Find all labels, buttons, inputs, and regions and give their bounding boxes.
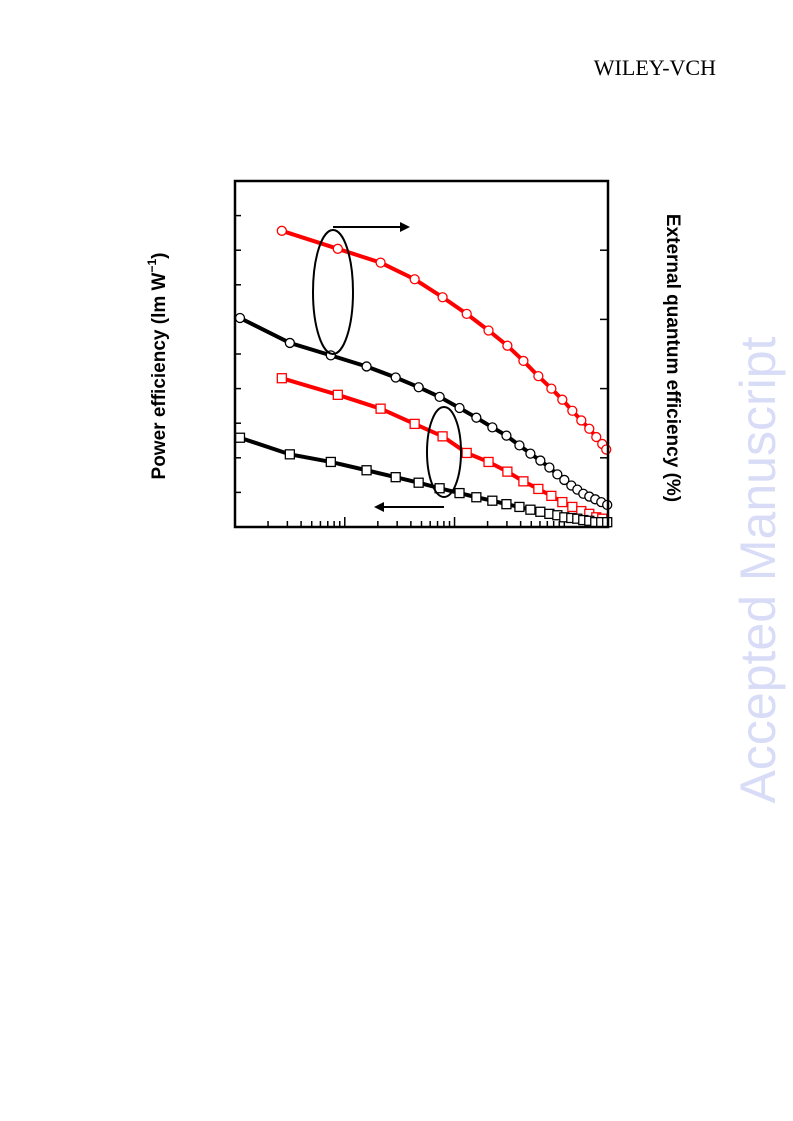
marker xyxy=(284,337,296,349)
marker xyxy=(567,405,578,416)
marker xyxy=(501,499,512,510)
marker xyxy=(518,355,529,367)
marker xyxy=(361,465,372,476)
marker xyxy=(413,382,424,393)
marker xyxy=(284,449,296,460)
marker xyxy=(525,448,536,459)
ellipse xyxy=(426,406,462,498)
marker xyxy=(535,455,546,466)
marker xyxy=(461,447,472,459)
marker xyxy=(576,415,587,426)
marker xyxy=(437,431,448,442)
plot xyxy=(234,214,613,528)
marker xyxy=(533,483,544,495)
marker xyxy=(559,474,570,486)
y-label-text: Power efficiency (lm W xyxy=(149,272,170,479)
marker xyxy=(546,383,557,394)
marker xyxy=(483,456,494,468)
ellipse xyxy=(312,229,354,355)
marker xyxy=(454,487,465,499)
marker xyxy=(276,225,287,236)
marker xyxy=(471,412,482,423)
marker xyxy=(409,418,420,430)
marker xyxy=(332,243,343,254)
marker xyxy=(325,456,336,468)
marker xyxy=(487,495,498,506)
marker xyxy=(557,394,568,405)
marker xyxy=(514,501,525,513)
marker xyxy=(533,370,544,382)
marker xyxy=(601,444,612,455)
marker xyxy=(518,476,529,487)
y-label-sup: −1 xyxy=(145,259,159,273)
marker xyxy=(461,308,472,320)
series-line xyxy=(281,228,608,451)
marker xyxy=(502,466,513,477)
marker xyxy=(437,292,448,303)
marker xyxy=(552,469,563,480)
marker xyxy=(434,483,445,494)
marker xyxy=(434,391,445,403)
marker xyxy=(557,496,568,508)
y2-axis-label: External quantum efficiency (%) xyxy=(662,214,683,502)
watermark: Accepted Manuscript xyxy=(730,336,786,803)
marker xyxy=(471,492,482,503)
marker xyxy=(535,506,546,517)
marker xyxy=(234,312,246,324)
plot-frame xyxy=(233,179,610,529)
marker xyxy=(390,472,401,483)
marker xyxy=(584,423,595,434)
marker xyxy=(544,462,555,473)
marker xyxy=(375,403,386,414)
marker xyxy=(591,431,602,443)
annotations xyxy=(312,222,462,512)
marker xyxy=(567,501,578,513)
marker xyxy=(375,257,386,268)
publisher: WILEY-VCH xyxy=(594,55,716,80)
arrow-head xyxy=(400,222,410,232)
marker xyxy=(234,432,246,443)
arrow-head xyxy=(374,502,384,512)
marker xyxy=(409,274,420,285)
y-axis-label: Power efficiency (lm W−1) xyxy=(145,253,170,480)
marker xyxy=(361,361,372,372)
y-label-suffix: ) xyxy=(149,253,170,259)
marker xyxy=(502,340,513,351)
marker xyxy=(276,373,287,384)
series-line xyxy=(239,316,609,507)
marker xyxy=(514,440,525,451)
marker xyxy=(487,422,498,433)
marker xyxy=(413,477,424,488)
marker xyxy=(390,372,401,383)
marker xyxy=(454,402,465,414)
marker xyxy=(546,490,557,502)
marker xyxy=(501,430,512,441)
marker xyxy=(483,325,494,336)
marker xyxy=(332,389,343,400)
marker xyxy=(525,504,536,515)
